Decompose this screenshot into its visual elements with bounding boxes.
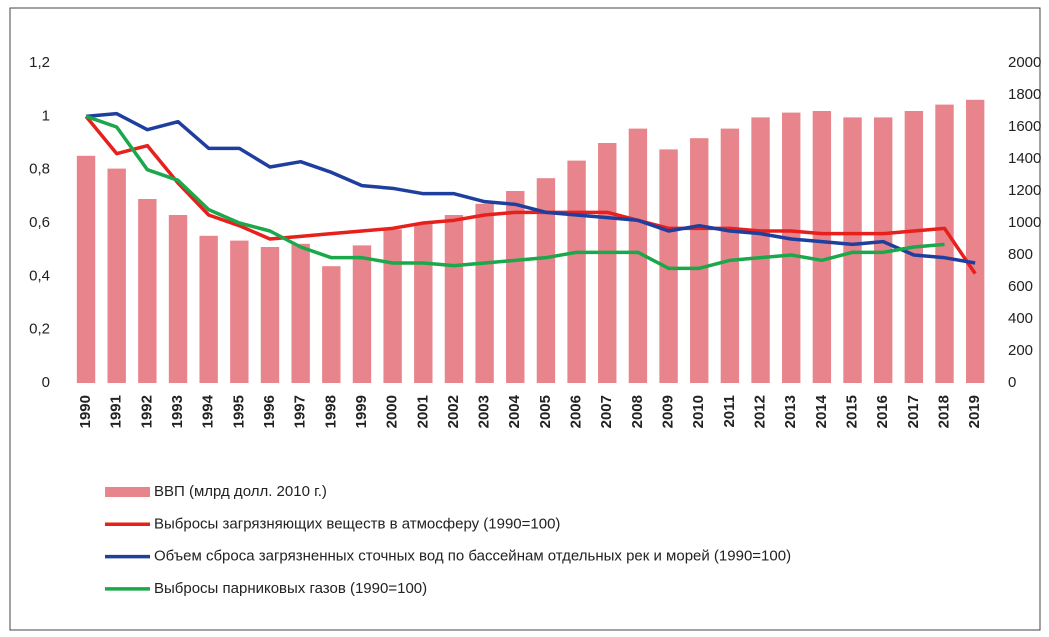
y2-tick-label: 0 [1008, 374, 1016, 391]
x-tick-label: 1992 [138, 395, 155, 428]
x-tick-label: 2018 [935, 395, 952, 428]
bar [260, 247, 280, 383]
bar [107, 168, 126, 383]
line [85, 111, 976, 265]
bar [812, 111, 832, 383]
bar [199, 235, 218, 383]
y2-tick-label: 800 [1008, 246, 1033, 263]
x-tick-label: 1991 [108, 395, 125, 428]
y-tick-label: 0,2 [29, 321, 50, 338]
x-tick-label: 1999 [353, 395, 370, 428]
y-tick-label: 0,6 [29, 214, 50, 231]
y-tick-label: 0 [42, 374, 50, 391]
bar [322, 266, 341, 383]
legend-label: Выбросы загрязняющих веществ в атмосферу… [154, 515, 560, 532]
y2-tick-label: 600 [1008, 278, 1033, 295]
bar [138, 199, 157, 383]
bar [598, 143, 617, 383]
bar [76, 155, 96, 383]
line [85, 114, 945, 271]
bar [567, 160, 586, 383]
bar [935, 104, 954, 383]
bar [720, 128, 740, 383]
bar [291, 243, 310, 383]
x-tick-label: 2014 [813, 394, 830, 428]
bar [873, 117, 893, 384]
x-tick-label: 1993 [169, 395, 186, 428]
x-tick-label: 2019 [966, 395, 983, 428]
bar [628, 128, 648, 383]
x-tick-label: 1994 [200, 394, 217, 428]
y2-tick-label: 1200 [1008, 182, 1041, 199]
bar [444, 215, 464, 383]
y2-tick-label: 400 [1008, 310, 1033, 327]
y2-tick-label: 2000 [1008, 54, 1041, 71]
x-tick-label: 2009 [660, 395, 677, 428]
x-tick-label: 2003 [476, 395, 493, 428]
bar [843, 117, 862, 384]
x-tick-label: 2011 [721, 395, 738, 428]
bar [383, 229, 402, 383]
y-tick-label: 1,2 [29, 54, 50, 71]
bar [506, 191, 525, 383]
y2-tick-label: 1400 [1008, 150, 1041, 167]
x-tick-label: 1996 [261, 395, 278, 428]
bar [690, 138, 709, 383]
bar [168, 215, 188, 383]
y2-tick-label: 200 [1008, 342, 1033, 359]
x-tick-label: 1990 [77, 395, 94, 428]
x-tick-label: 1998 [322, 395, 339, 428]
x-tick-label: 2002 [445, 395, 462, 428]
bar [352, 245, 372, 383]
x-tick-label: 2001 [414, 395, 431, 428]
x-tick-label: 2006 [568, 395, 585, 428]
x-tick-label: 2015 [843, 395, 860, 428]
bar [230, 240, 249, 383]
x-tick-label: 2000 [384, 395, 401, 428]
x-tick-label: 2005 [537, 395, 554, 428]
y2-tick-label: 1800 [1008, 86, 1041, 103]
legend-label: ВВП (млрд долл. 2010 г.) [154, 483, 327, 500]
x-tick-label: 1997 [292, 395, 309, 428]
x-tick-label: 2017 [905, 395, 922, 428]
y-tick-label: 1 [42, 107, 50, 124]
x-tick-label: 2010 [690, 395, 707, 428]
x-tick-label: 2013 [782, 395, 799, 428]
bar [965, 99, 985, 384]
x-tick-label: 2004 [506, 394, 523, 428]
line [84, 115, 977, 275]
y-tick-label: 0,4 [29, 267, 50, 284]
x-tick-label: 2016 [874, 395, 891, 428]
legend-swatch [105, 487, 150, 497]
bar [782, 112, 801, 383]
bar [751, 117, 770, 384]
x-tick-label: 2012 [752, 395, 769, 428]
legend-label: Выбросы парниковых газов (1990=100) [154, 580, 427, 597]
bar [475, 203, 494, 383]
bar [414, 223, 433, 383]
bar [536, 178, 556, 383]
y2-tick-label: 1000 [1008, 214, 1041, 231]
bar [659, 149, 678, 383]
x-tick-label: 1995 [230, 395, 247, 428]
y2-tick-label: 1600 [1008, 118, 1041, 135]
x-tick-label: 2007 [598, 395, 615, 428]
x-tick-label: 2008 [629, 395, 646, 428]
legend-label: Объем сброса загрязненных сточных вод по… [154, 548, 791, 565]
y-tick-label: 0,8 [29, 161, 50, 178]
